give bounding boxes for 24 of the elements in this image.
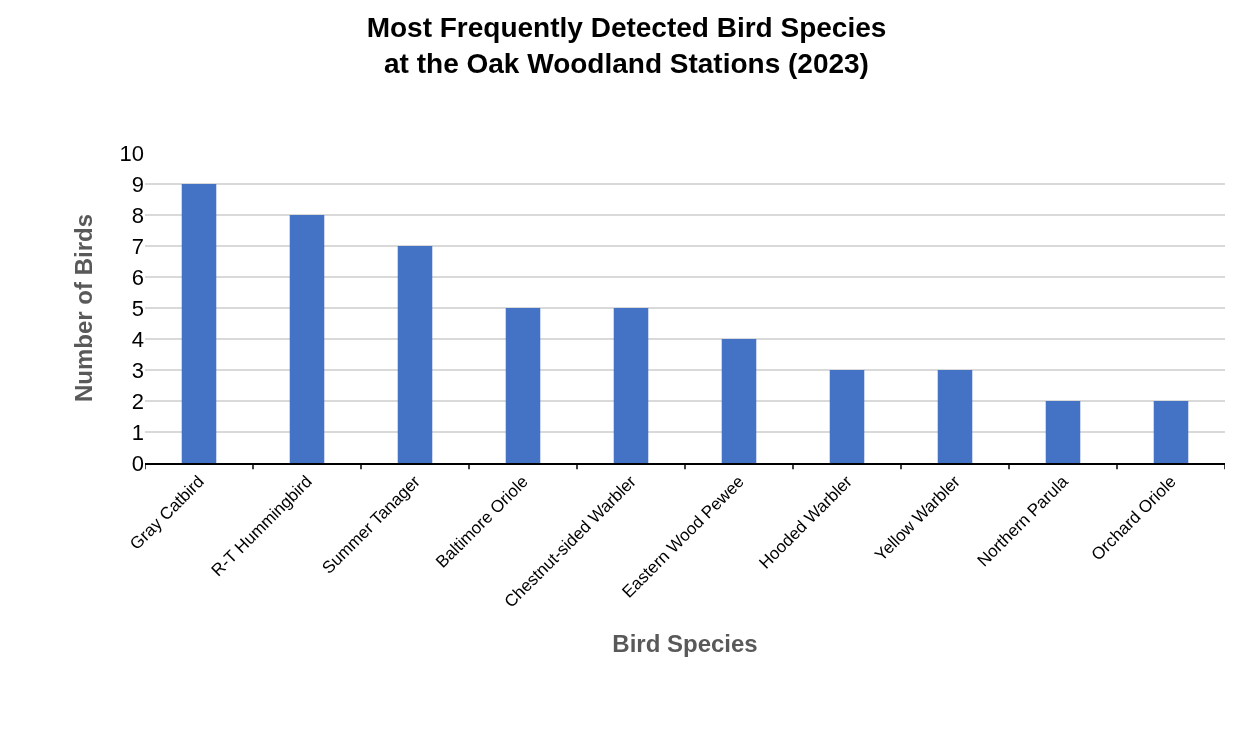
y-tick-label: 3: [131, 357, 144, 383]
bar: [289, 215, 325, 463]
y-tick-label: 7: [131, 233, 144, 259]
bar: [505, 308, 541, 463]
y-axis-title: Number of Birds: [69, 213, 97, 403]
bar: [397, 246, 433, 463]
y-tick-label: 0: [131, 450, 144, 476]
y-tick-label: 9: [131, 171, 144, 197]
y-tick-label: 8: [131, 202, 144, 228]
bar: [937, 370, 973, 463]
bar: [1153, 401, 1189, 463]
bar: [613, 308, 649, 463]
bar: [181, 184, 217, 463]
y-tick-label: 2: [131, 388, 144, 414]
y-tick-label: 1: [131, 419, 144, 445]
y-tick-label: 5: [131, 295, 144, 321]
chart-title: Most Frequently Detected Bird Species at the Oak Woodland Stations (2023): [366, 11, 887, 80]
bar: [1045, 401, 1081, 463]
bar: [829, 370, 865, 463]
y-tick-label: 10: [119, 140, 144, 166]
y-tick-label: 6: [131, 264, 144, 290]
x-axis-title: Bird Species: [612, 630, 758, 658]
bar: [721, 339, 757, 463]
y-tick-label: 4: [131, 326, 144, 352]
